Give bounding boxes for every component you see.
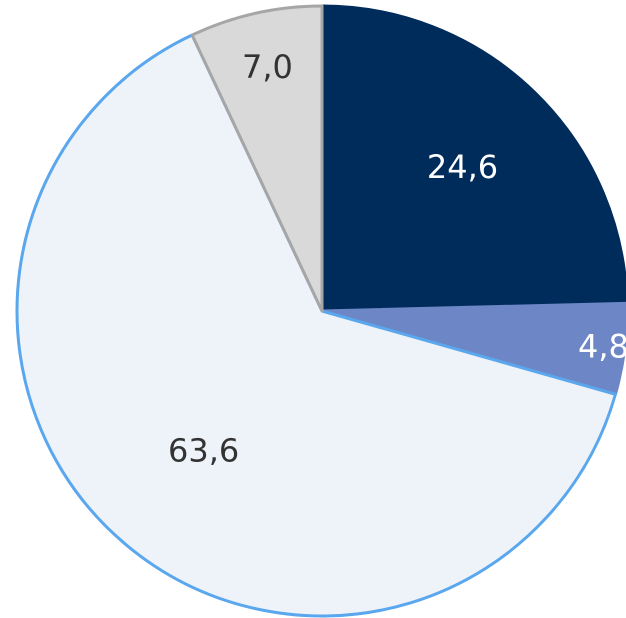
slice-label-3: 7,0 (242, 48, 293, 86)
pie-slice-0 (320, 4, 626, 313)
slice-label-0: 24,6 (427, 148, 498, 186)
pie-labels: 24,6 4,8 63,6 7,0 (168, 48, 626, 470)
pie-slice-3 (190, 4, 324, 313)
pie-slice-2 (15, 33, 617, 618)
pie-slices (15, 4, 626, 618)
slice-label-2: 63,6 (168, 432, 239, 470)
slice-label-1: 4,8 (578, 328, 626, 366)
